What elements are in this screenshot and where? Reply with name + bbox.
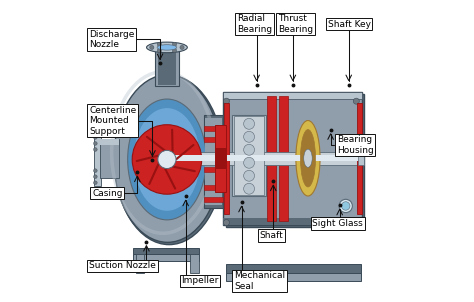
Circle shape	[223, 220, 229, 226]
Bar	[224, 103, 229, 214]
Ellipse shape	[301, 130, 316, 187]
Bar	[190, 254, 199, 273]
Ellipse shape	[115, 76, 223, 245]
Ellipse shape	[296, 120, 320, 196]
Bar	[215, 125, 226, 192]
Ellipse shape	[146, 42, 187, 53]
Bar	[163, 155, 362, 161]
Bar	[205, 118, 222, 205]
Bar	[358, 151, 364, 165]
Circle shape	[353, 98, 359, 104]
Circle shape	[132, 125, 201, 194]
Bar	[94, 133, 101, 186]
Bar	[204, 167, 223, 172]
Circle shape	[339, 199, 352, 213]
Circle shape	[180, 45, 184, 50]
Bar	[158, 51, 176, 85]
Circle shape	[157, 42, 162, 47]
Bar	[204, 115, 223, 208]
Ellipse shape	[128, 99, 206, 220]
Circle shape	[223, 98, 229, 104]
Circle shape	[93, 142, 97, 145]
Text: Bearing
Housing: Bearing Housing	[337, 135, 374, 155]
Circle shape	[93, 175, 97, 178]
Circle shape	[244, 131, 255, 142]
Text: Centerline
Mounted
Support: Centerline Mounted Support	[89, 106, 136, 136]
Circle shape	[173, 48, 177, 53]
Bar	[133, 254, 199, 261]
Text: Impeller: Impeller	[181, 276, 219, 285]
Bar	[204, 137, 223, 142]
Text: Casing: Casing	[92, 189, 123, 198]
Bar	[351, 144, 360, 151]
Bar	[267, 96, 276, 221]
Bar	[234, 116, 264, 195]
Circle shape	[93, 181, 97, 185]
Text: Discharge
Nozzle: Discharge Nozzle	[89, 30, 135, 49]
Ellipse shape	[114, 75, 221, 242]
Bar	[279, 96, 288, 221]
Bar	[100, 139, 118, 145]
Ellipse shape	[157, 45, 177, 50]
Circle shape	[244, 170, 255, 181]
Bar	[155, 50, 179, 86]
Circle shape	[93, 169, 97, 172]
Bar	[226, 94, 365, 226]
Circle shape	[244, 157, 255, 168]
Bar	[204, 197, 223, 202]
Ellipse shape	[134, 108, 200, 211]
Bar	[136, 254, 144, 273]
Text: Suction Nozzle: Suction Nozzle	[89, 261, 156, 270]
Text: Shaft Key: Shaft Key	[328, 20, 371, 29]
Circle shape	[93, 148, 97, 151]
Bar	[223, 92, 362, 225]
Bar	[204, 185, 223, 190]
Circle shape	[173, 42, 177, 47]
Circle shape	[353, 220, 359, 226]
Text: Mechanical
Seal: Mechanical Seal	[234, 271, 285, 291]
Circle shape	[244, 118, 255, 129]
Circle shape	[341, 202, 350, 210]
Circle shape	[244, 144, 255, 155]
Bar	[223, 218, 362, 225]
Bar	[133, 248, 199, 255]
Circle shape	[93, 136, 97, 139]
Bar	[356, 103, 362, 214]
Text: Radial
Bearing: Radial Bearing	[237, 14, 272, 34]
Bar	[226, 264, 361, 275]
Circle shape	[150, 45, 154, 50]
Text: Sight Glass: Sight Glass	[312, 219, 363, 228]
Circle shape	[158, 150, 176, 169]
Circle shape	[157, 48, 162, 53]
Bar	[100, 139, 118, 178]
Bar	[204, 126, 223, 131]
Bar	[215, 148, 226, 169]
Circle shape	[244, 183, 255, 194]
Bar	[226, 273, 361, 281]
Ellipse shape	[304, 149, 312, 167]
Text: Shaft: Shaft	[260, 231, 283, 240]
Bar	[223, 92, 362, 99]
Bar	[163, 152, 362, 165]
Bar	[232, 115, 266, 196]
Text: Thrust
Bearing: Thrust Bearing	[278, 14, 313, 34]
